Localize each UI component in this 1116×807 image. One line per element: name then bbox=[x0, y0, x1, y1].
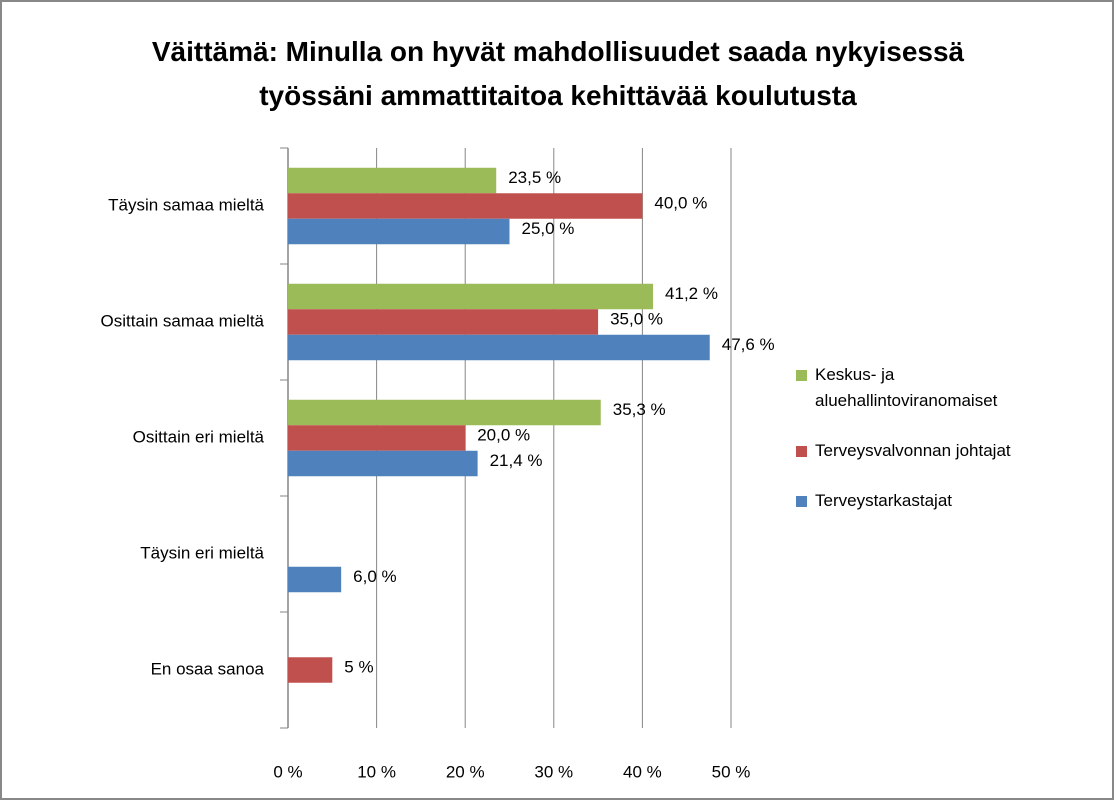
x-tick-label: 20 % bbox=[446, 762, 485, 781]
legend-label: Terveysvalvonnan johtajat bbox=[815, 441, 1011, 460]
x-tick-label: 30 % bbox=[534, 762, 573, 781]
legend-item: Keskus- ja aluehallintoviranomaiset bbox=[796, 362, 1096, 414]
x-tick-label: 50 % bbox=[712, 762, 751, 781]
y-tick-label: Täysin eri mieltä bbox=[140, 543, 264, 562]
legend-label: Keskus- ja aluehallintoviranomaiset bbox=[815, 365, 998, 410]
bar bbox=[288, 566, 342, 593]
bar bbox=[288, 309, 599, 335]
bar bbox=[288, 450, 478, 477]
y-tick-label: Osittain samaa mieltä bbox=[101, 311, 265, 330]
legend-swatch bbox=[796, 370, 807, 381]
x-tick-label: 0 % bbox=[273, 762, 302, 781]
bar bbox=[288, 218, 510, 245]
legend-label: Terveystarkastajat bbox=[815, 491, 952, 510]
bar bbox=[288, 167, 497, 194]
data-label: 25,0 % bbox=[522, 219, 575, 238]
data-label: 41,2 % bbox=[665, 284, 718, 303]
legend: Keskus- ja aluehallintoviranomaiset Terve… bbox=[796, 362, 1096, 538]
bar bbox=[288, 657, 333, 683]
chart-title: Väittämä: Minulla on hyvät mahdollisuude… bbox=[151, 36, 965, 111]
data-label: 5 % bbox=[344, 657, 373, 676]
bar bbox=[288, 193, 643, 219]
x-tick-label: 10 % bbox=[357, 762, 396, 781]
data-label: 35,3 % bbox=[613, 400, 666, 419]
y-tick-label: En osaa sanoa bbox=[151, 659, 265, 678]
bar bbox=[288, 334, 710, 361]
legend-swatch bbox=[796, 446, 807, 457]
legend-item: Terveysvalvonnan johtajat bbox=[796, 438, 1096, 464]
y-tick-label: Osittain eri mieltä bbox=[133, 427, 265, 446]
legend-item: Terveystarkastajat bbox=[796, 488, 1096, 514]
data-label: 21,4 % bbox=[490, 451, 543, 470]
x-tick-label: 40 % bbox=[623, 762, 662, 781]
y-tick-label: Täysin samaa mieltä bbox=[108, 195, 264, 214]
bar bbox=[288, 425, 466, 451]
data-label: 35,0 % bbox=[610, 309, 663, 328]
data-label: 47,6 % bbox=[722, 335, 775, 354]
data-label: 6,0 % bbox=[353, 567, 396, 586]
data-label: 20,0 % bbox=[477, 425, 530, 444]
legend-swatch bbox=[796, 496, 807, 507]
data-label: 23,5 % bbox=[508, 168, 561, 187]
bar bbox=[288, 283, 654, 310]
bar bbox=[288, 399, 601, 426]
data-label: 40,0 % bbox=[654, 193, 707, 212]
